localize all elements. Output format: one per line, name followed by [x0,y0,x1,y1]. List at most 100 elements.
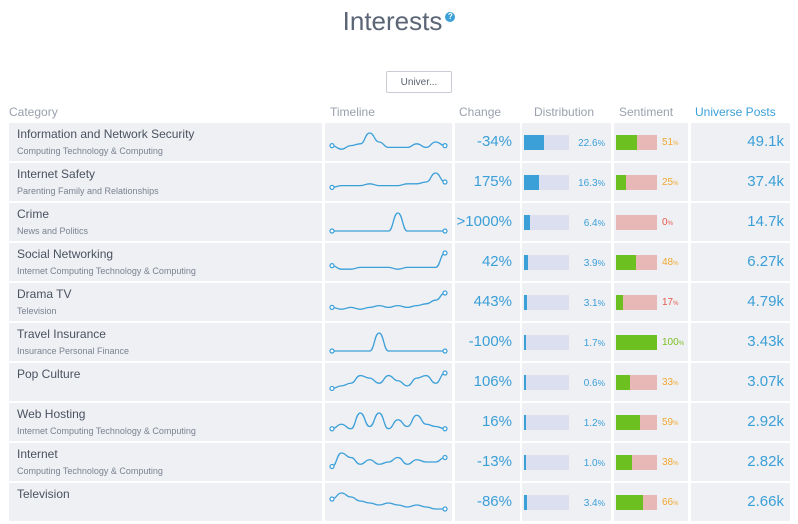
distribution-cell: 3.4% [522,483,611,521]
category-name[interactable]: Internet Safety [17,167,96,181]
distribution-cell: 6.4% [522,203,611,241]
universe-posts-value: 6.27k [691,243,790,281]
sentiment-cell: 100% [614,323,688,361]
distribution-bar [524,295,569,310]
distribution-value: 6.4 [583,218,598,229]
sparkline-end-point [442,179,448,185]
header-change[interactable]: Change [459,105,502,119]
category-cell[interactable]: Travel Insurance Insurance Personal Finan… [9,323,322,361]
distribution-bar [524,375,569,390]
universe-posts-value: 2.66k [691,483,790,521]
timeline-sparkline [329,412,448,432]
category-name[interactable]: Information and Network Security [17,127,195,141]
sentiment-value: 48 [662,257,674,268]
distribution-cell: 1.7% [522,323,611,361]
header-universe-posts[interactable]: Universe Posts [695,105,776,119]
category-name[interactable]: Social Networking [17,247,114,261]
sentiment-bar-fill [616,135,637,150]
universe-posts-value: 3.43k [691,323,790,361]
category-name[interactable]: Television [17,487,70,501]
category-cell[interactable]: Television [9,483,322,521]
header-category[interactable]: Category [9,105,58,119]
table-row[interactable]: Travel Insurance Insurance Personal Finan… [0,323,798,361]
change-value: -34% [455,123,520,161]
sentiment-value: 0 [662,217,668,228]
table-row[interactable]: Information and Network Security Computin… [0,123,798,161]
category-cell[interactable]: Social Networking Internet Computing Tech… [9,243,322,281]
table-row[interactable]: Web Hosting Internet Computing Technology… [0,403,798,441]
category-name[interactable]: Crime [17,207,49,221]
category-subtitle: Television [17,306,57,316]
timeline-sparkline [329,250,448,270]
category-cell[interactable]: Crime News and Politics [9,203,322,241]
table-row[interactable]: Drama TV Television 443% 3.1% 17% 4.79k [0,283,798,321]
category-name[interactable]: Internet [17,447,58,461]
category-cell[interactable]: Pop Culture [9,363,322,401]
distribution-value: 3.1 [583,298,598,309]
distribution-bar [524,175,569,190]
sentiment-cell: 38% [614,443,688,481]
sentiment-bar [616,175,657,190]
category-cell[interactable]: Web Hosting Internet Computing Technology… [9,403,322,441]
universe-posts-value: 49.1k [691,123,790,161]
table-row[interactable]: Crime News and Politics >1000% 6.4% 0% 14.7k [0,203,798,241]
sentiment-value: 17 [662,297,674,308]
category-cell[interactable]: Internet Computing Technology & Computing [9,443,322,481]
category-name[interactable]: Drama TV [17,287,72,301]
distribution-bar [524,255,569,270]
category-cell[interactable]: Information and Network Security Computin… [9,123,322,161]
timeline-cell [325,163,452,201]
category-cell[interactable]: Drama TV Television [9,283,322,321]
sentiment-cell: 51% [614,123,688,161]
universe-posts-value: 4.79k [691,283,790,321]
sparkline-start-point [329,143,335,149]
category-cell[interactable]: Internet Safety Parenting Family and Rela… [9,163,322,201]
distribution-bar-fill [524,295,527,310]
sparkline-line [331,412,446,430]
table-row[interactable]: Internet Safety Parenting Family and Rela… [0,163,798,201]
sparkline-line [331,492,445,510]
page-header: Interests? [0,6,798,37]
category-name[interactable]: Travel Insurance [17,327,106,341]
change-value: 175% [455,163,520,201]
sparkline-end-point [442,143,448,149]
timeline-sparkline [329,212,448,234]
header-sentiment[interactable]: Sentiment [619,105,674,119]
distribution-cell: 1.2% [522,403,611,441]
sentiment-bar [616,255,657,270]
change-value: 16% [455,403,520,441]
universe-posts-value: 14.7k [691,203,790,241]
sparkline-end-point [442,348,448,354]
table-row[interactable]: Internet Computing Technology & Computing… [0,443,798,481]
distribution-bar-fill [524,215,530,230]
universe-posts-value: 37.4k [691,163,790,201]
timeline-sparkline [329,452,448,470]
sentiment-bar-fill [616,495,644,510]
header-timeline[interactable]: Timeline [330,105,375,119]
universe-select-button[interactable]: Univer... [386,71,452,93]
header-distribution[interactable]: Distribution [534,105,595,119]
timeline-sparkline [329,492,448,512]
page-title: Interests [342,6,443,36]
change-value: -86% [455,483,520,521]
sparkline-end-point [442,290,448,296]
question-circle-icon[interactable]: ? [445,12,456,22]
sentiment-cell: 66% [614,483,688,521]
distribution-value: 1.7 [583,338,598,349]
distribution-value: 3.9 [583,258,598,269]
sparkline-line [331,132,446,150]
table-row[interactable]: Social Networking Internet Computing Tech… [0,243,798,281]
distribution-bar [524,135,569,150]
sentiment-value: 51 [662,137,674,148]
distribution-bar [524,335,569,350]
table-row[interactable]: Television -86% 3.4% 66% 2.66k [0,483,798,521]
sentiment-value: 100 [662,337,679,348]
distribution-bar-fill [524,135,545,150]
category-name[interactable]: Pop Culture [17,367,81,381]
universe-posts-value: 3.07k [691,363,790,401]
timeline-cell [325,403,452,441]
category-name[interactable]: Web Hosting [17,407,86,421]
timeline-cell [325,203,452,241]
table-row[interactable]: Pop Culture 106% 0.6% 33% 3.07k [0,363,798,401]
distribution-bar-fill [524,175,539,190]
